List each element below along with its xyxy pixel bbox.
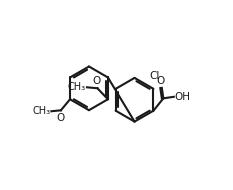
Text: OH: OH [174, 92, 190, 102]
Text: O: O [92, 76, 101, 86]
Text: CH₃: CH₃ [68, 82, 86, 92]
Text: O: O [56, 112, 65, 123]
Text: Cl: Cl [149, 71, 160, 81]
Text: O: O [157, 76, 165, 86]
Text: CH₃: CH₃ [32, 106, 51, 116]
